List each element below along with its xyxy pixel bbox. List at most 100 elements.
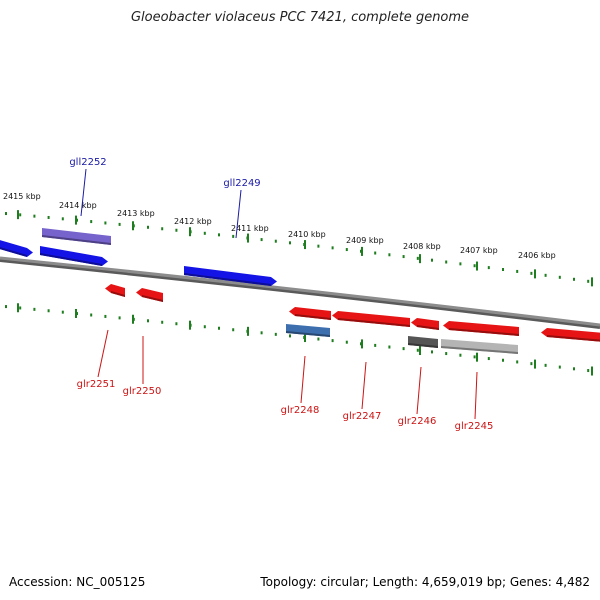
lower-ruler-dot xyxy=(61,310,64,314)
lower-ruler-dot xyxy=(558,365,561,369)
upper-ruler-major-tick xyxy=(75,215,77,225)
lower-ruler-dot xyxy=(516,360,519,364)
gene-label-glr2248: glr2248 xyxy=(281,405,320,416)
upper-ruler-dot xyxy=(47,215,50,219)
upper-ruler-major-tick xyxy=(132,221,134,231)
lower-ruler-major-tick xyxy=(534,359,536,369)
scale-label: 2409 kbp xyxy=(346,236,384,245)
lower-ruler-dot xyxy=(90,313,93,317)
lower-ruler-dot xyxy=(203,325,206,329)
lower-ruler-dot xyxy=(19,306,22,310)
lower-ruler-dot xyxy=(374,343,377,347)
scale-label: 2413 kbp xyxy=(117,209,155,218)
upper-ruler-dot xyxy=(402,255,405,259)
lower-ruler-dot xyxy=(47,309,50,313)
gene-arrow-edge xyxy=(0,247,27,257)
upper-ruler-dot xyxy=(289,241,291,245)
gene-arrow-edge xyxy=(547,335,600,342)
gene-label-glr2247: glr2247 xyxy=(343,411,382,422)
gene-label-gll2249: gll2249 xyxy=(223,178,260,189)
upper-ruler-dot xyxy=(374,251,377,255)
gene-block-glr2247 xyxy=(332,311,410,327)
lower-ruler-dot xyxy=(388,345,391,349)
scale-label: 2415 kbp xyxy=(3,192,41,201)
gene-block-glr2248-edge xyxy=(286,331,330,337)
lower-ruler-major-tick xyxy=(17,303,19,313)
lower-ruler-dot xyxy=(502,358,504,362)
lower-ruler-dot xyxy=(274,332,277,336)
upper-ruler-dot xyxy=(19,213,22,217)
upper-ruler-dot xyxy=(317,244,320,248)
upper-ruler-major-tick xyxy=(476,261,478,271)
gene-label-gll2252: gll2252 xyxy=(69,157,106,168)
leader-line xyxy=(416,366,422,415)
lower-ruler-dot xyxy=(431,350,433,354)
scale-label: 2410 kbp xyxy=(288,230,326,239)
upper-ruler-major-tick xyxy=(189,227,191,237)
gene-block-gll2249 xyxy=(184,266,277,286)
upper-ruler-dot xyxy=(345,248,348,252)
map-title: Gloeobacter violaceus PCC 7421, complete… xyxy=(130,10,470,25)
gene-arrow-edge xyxy=(449,328,519,336)
lower-ruler-dot xyxy=(260,331,263,335)
accession-label: Accession: NC_005125 xyxy=(9,575,146,589)
upper-ruler-dot xyxy=(232,234,235,238)
gene-arrow xyxy=(443,321,519,336)
leader-line xyxy=(235,189,242,239)
gene-block-glr2245 xyxy=(441,339,518,354)
upper-ruler-dot xyxy=(175,228,178,232)
lower-ruler-dot xyxy=(587,369,590,373)
upper-ruler-major-tick xyxy=(247,233,249,243)
upper-ruler-dot xyxy=(516,269,519,273)
scale-label: 2408 kbp xyxy=(403,242,441,251)
genome-summary: Topology: circular; Length: 4,659,019 bp… xyxy=(260,575,590,589)
lower-ruler-major-tick xyxy=(591,366,593,376)
upper-ruler-dot xyxy=(416,256,419,260)
upper-ruler-dot xyxy=(104,221,107,225)
genome-backbone xyxy=(0,256,600,327)
upper-ruler-dot xyxy=(274,239,277,243)
lower-ruler-dot xyxy=(104,314,107,318)
gene-block-gll2249-edge xyxy=(184,273,271,286)
lower-ruler-dot xyxy=(544,363,547,367)
leader-line xyxy=(361,361,367,410)
gene-label-glr2251: glr2251 xyxy=(77,379,116,390)
upper-ruler-major-tick xyxy=(591,277,593,287)
gene-arrow-edge xyxy=(295,314,331,320)
lower-ruler-dot xyxy=(161,320,164,324)
lower-ruler-major-tick xyxy=(247,326,249,336)
upper-ruler-dot xyxy=(487,266,490,270)
lower-ruler-dot xyxy=(345,340,348,344)
lower-ruler-dot xyxy=(218,326,220,330)
upper-ruler-dot xyxy=(61,217,64,221)
upper-ruler-dot xyxy=(161,227,164,231)
upper-ruler-dot xyxy=(203,231,206,235)
upper-ruler-dot xyxy=(558,275,561,279)
scale-label: 2412 kbp xyxy=(174,217,212,226)
upper-ruler-dot xyxy=(473,264,476,268)
lower-ruler-dot xyxy=(289,334,291,338)
lower-ruler-dot xyxy=(445,352,448,356)
lower-ruler-major-tick xyxy=(132,314,134,324)
leader-line xyxy=(97,329,109,378)
upper-ruler-dot xyxy=(573,277,575,281)
upper-ruler-dot xyxy=(118,222,121,226)
lower-ruler-dot xyxy=(416,348,419,352)
upper-ruler-dot xyxy=(587,279,590,283)
lower-ruler-major-tick xyxy=(419,346,421,356)
gene-arrow xyxy=(0,240,33,257)
upper-ruler-major-tick xyxy=(534,269,536,279)
gene-block-glr2247-edge xyxy=(338,318,410,327)
lower-ruler-dot xyxy=(459,353,462,357)
lower-ruler-major-tick xyxy=(75,308,77,318)
gene-arrow xyxy=(40,246,108,266)
upper-ruler-major-tick xyxy=(17,210,19,220)
gene-label-glr2245: glr2245 xyxy=(455,421,494,432)
gene-block-glr2251-edge xyxy=(111,291,125,297)
backbone-shadow xyxy=(0,258,600,329)
gene-label-glr2246: glr2246 xyxy=(398,416,437,427)
lower-ruler-dot xyxy=(175,322,178,326)
upper-ruler-dot xyxy=(459,262,462,266)
upper-ruler-dot xyxy=(502,268,504,272)
